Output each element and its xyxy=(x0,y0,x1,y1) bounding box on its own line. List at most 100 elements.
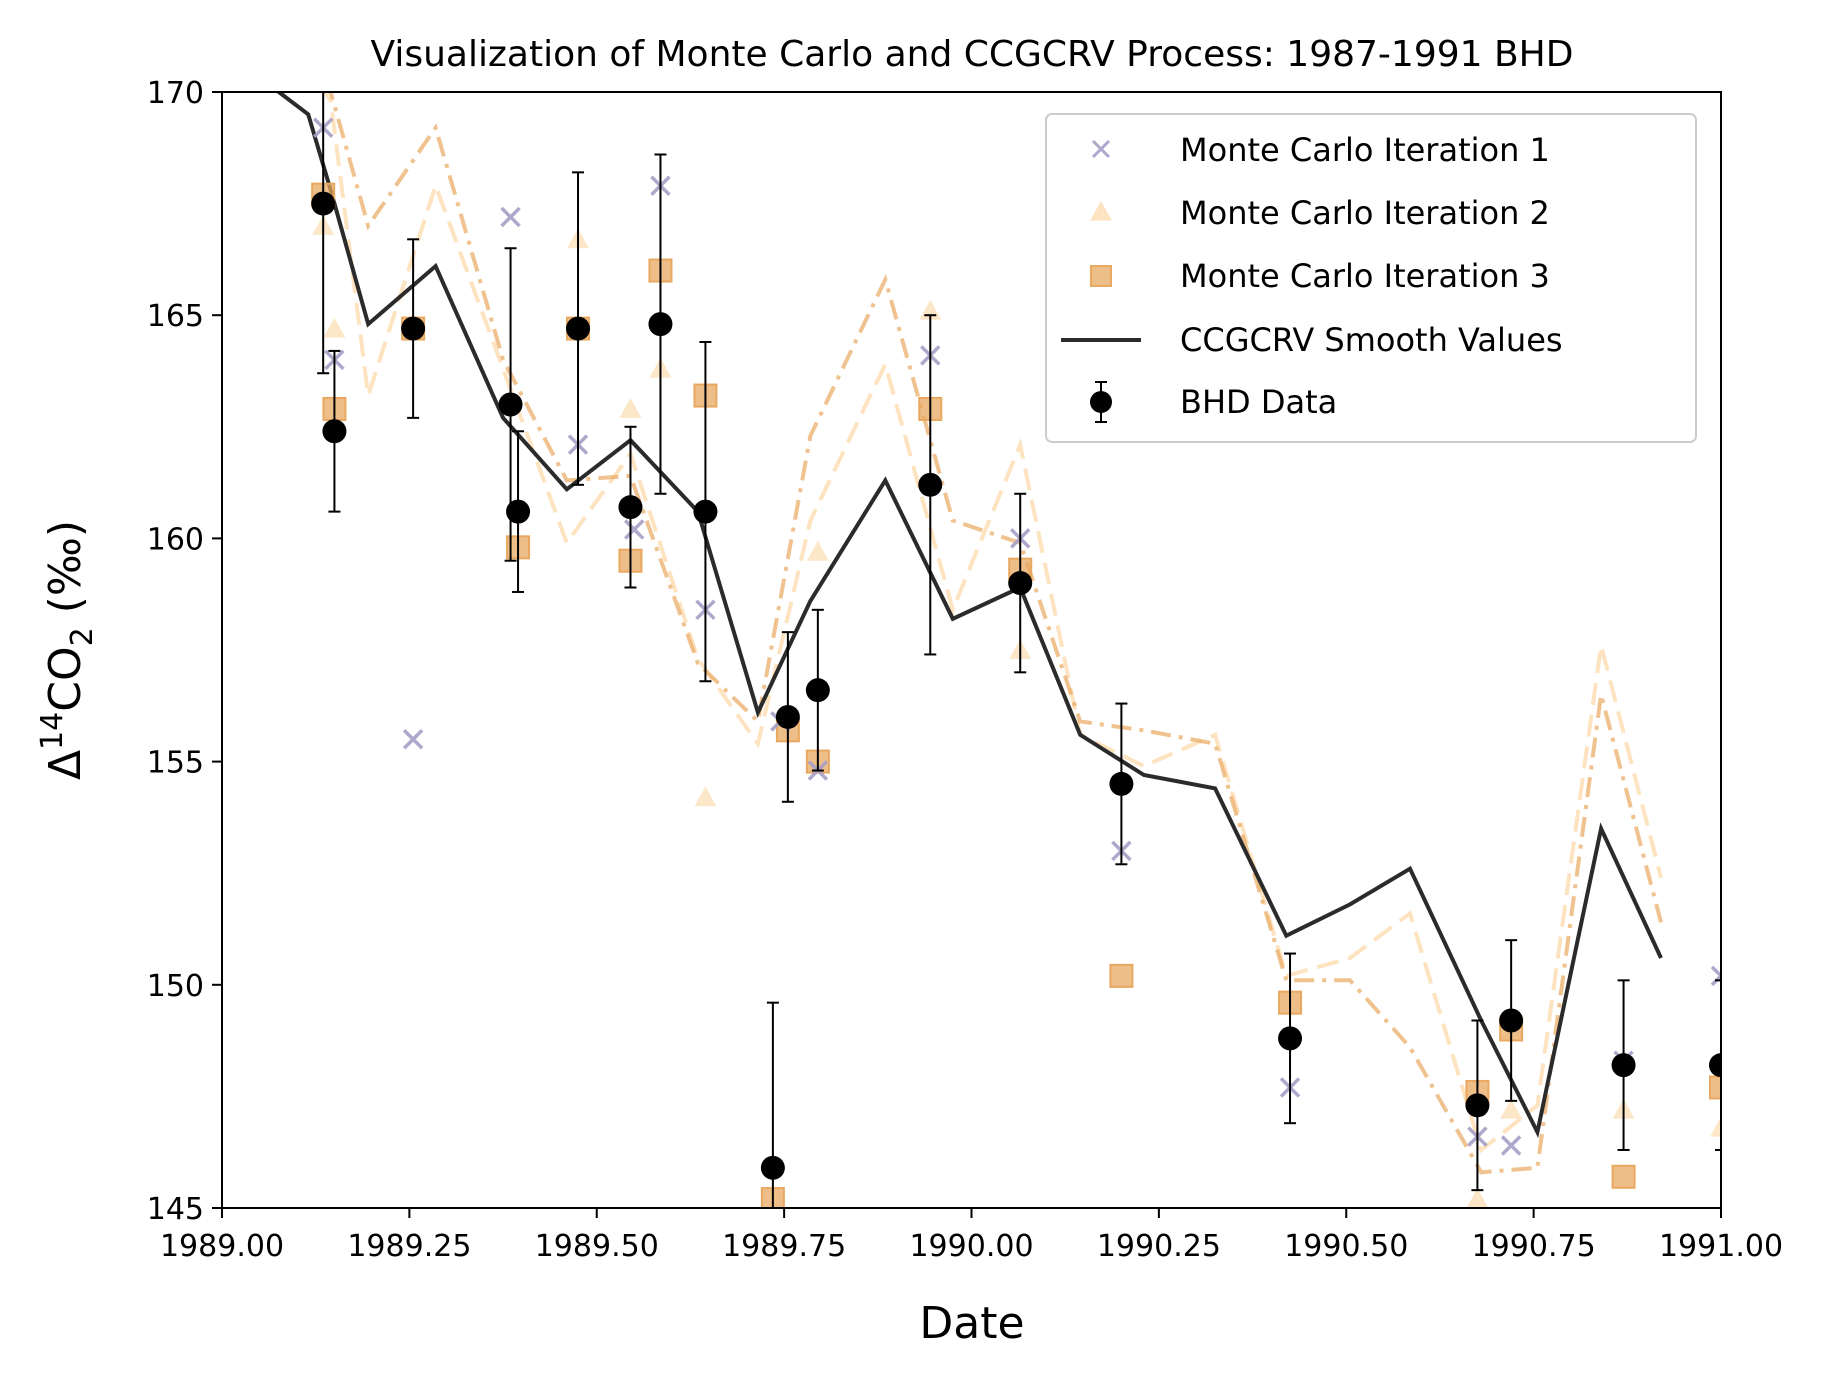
bhd-marker xyxy=(805,678,830,703)
mc1-x-point xyxy=(402,729,424,750)
mc1-x-stroke xyxy=(1500,1135,1522,1156)
legend-item-mc1: Monte Carlo Iteration 1 xyxy=(1091,131,1550,169)
bhd-data-point xyxy=(1709,979,1721,1151)
y-tick-label: 155 xyxy=(147,746,204,781)
plot-area xyxy=(275,92,1721,1208)
bhd-marker xyxy=(1278,1026,1303,1051)
bhd-data-point xyxy=(1499,939,1524,1102)
bhd-data-point xyxy=(918,314,943,656)
bhd-data-point xyxy=(618,425,643,589)
bhd-data-point xyxy=(775,631,800,803)
bhd-marker xyxy=(1709,1053,1721,1078)
bhd-marker xyxy=(506,499,531,524)
bhd-marker xyxy=(618,495,643,520)
legend-item-bhd: BHD Data xyxy=(1090,381,1337,423)
y-axis-label: Δ14CO2 (‰) xyxy=(35,520,100,780)
bhd-data-point xyxy=(1008,492,1033,674)
bhd-data-point xyxy=(1109,702,1134,866)
bhd-data-point xyxy=(506,430,531,593)
mc1-x-point xyxy=(623,519,645,540)
bhd-marker xyxy=(1499,1008,1524,1033)
mc1-x-stroke xyxy=(623,519,645,540)
mc1-x-point xyxy=(1500,1135,1522,1156)
legend-label-bhd: BHD Data xyxy=(1180,383,1337,421)
mc3-smooth-line xyxy=(328,92,1663,1175)
legend: Monte Carlo Iteration 1 Monte Carlo Iter… xyxy=(1045,113,1697,443)
bhd-data-point xyxy=(693,340,718,683)
x-tick-label: 1990.25 xyxy=(1097,1229,1221,1264)
x-axis-label: Date xyxy=(919,1298,1024,1349)
bhd-marker xyxy=(760,1155,785,1180)
mc2-triangle-point xyxy=(323,317,346,338)
bhd-data-point xyxy=(760,1001,785,1208)
bhd-data-point xyxy=(566,171,591,486)
x-tick-label: 1991.00 xyxy=(1659,1229,1783,1264)
legend-item-ccgcrv: CCGCRV Smooth Values xyxy=(1061,321,1563,359)
bhd-marker xyxy=(322,419,347,444)
mc2-triangle-point xyxy=(1710,1116,1721,1137)
chart-title: Visualization of Monte Carlo and CCGCRV … xyxy=(371,34,1574,75)
bhd-marker xyxy=(401,316,426,341)
mc3-square-point xyxy=(1709,1075,1721,1100)
x-tick-label: 1989.50 xyxy=(535,1229,659,1264)
x-marker-icon xyxy=(1091,139,1111,159)
legend-label-mc1: Monte Carlo Iteration 1 xyxy=(1180,131,1550,169)
ccgcrv-smooth-line xyxy=(275,92,1663,1139)
mc1-x-point xyxy=(1710,965,1721,987)
y-tick-label: 170 xyxy=(147,76,204,111)
bhd-data-point xyxy=(401,238,426,419)
mc2-triangle-point xyxy=(806,540,829,561)
x-tick-label: 1990.50 xyxy=(1284,1229,1408,1264)
legend-label-ccgcrv: CCGCRV Smooth Values xyxy=(1180,321,1563,359)
legend-box xyxy=(1045,113,1697,443)
mc1-x-stroke xyxy=(500,206,521,228)
bhd-data-point xyxy=(805,608,830,772)
mc3-square-point xyxy=(1611,1164,1636,1189)
legend-label-mc3: Monte Carlo Iteration 3 xyxy=(1180,257,1550,295)
y-axis: 145 150 155 160 165 170 xyxy=(147,76,222,1227)
bhd-marker xyxy=(1008,571,1033,596)
legend-item-mc2: Monte Carlo Iteration 2 xyxy=(1090,194,1550,232)
y-tick-label: 145 xyxy=(147,1192,204,1227)
bhd-data-point xyxy=(1611,979,1636,1151)
bhd-data-points xyxy=(311,92,1721,1208)
triangle-marker-icon xyxy=(1090,200,1112,221)
mc2-triangle-point xyxy=(694,786,717,807)
bhd-marker xyxy=(775,704,800,729)
bhd-data-point xyxy=(1465,1019,1490,1192)
bhd-data-point xyxy=(648,153,673,495)
legend-item-mc3: Monte Carlo Iteration 3 xyxy=(1090,257,1550,295)
bhd-marker xyxy=(648,312,673,337)
mc1-x-stroke xyxy=(1710,965,1721,979)
bhd-data-point xyxy=(322,349,347,513)
bhd-data-point xyxy=(1278,952,1303,1125)
ccgcrv-line-layer xyxy=(275,92,1663,1139)
mc1-x-point xyxy=(500,206,521,228)
mc1-x-stroke xyxy=(402,729,424,750)
errorbar-marker-icon xyxy=(1090,381,1112,423)
bhd-marker xyxy=(566,316,591,341)
mc1-x-stroke xyxy=(1710,973,1721,987)
mc2-triangle-point xyxy=(619,397,642,418)
x-tick-label: 1989.25 xyxy=(347,1229,471,1264)
y-tick-label: 160 xyxy=(147,522,204,557)
x-tick-label: 1989.00 xyxy=(160,1229,284,1264)
bhd-marker xyxy=(1109,771,1134,796)
mc2-triangle-point xyxy=(1466,1188,1489,1208)
x-tick-label: 1990.75 xyxy=(1472,1229,1596,1264)
x-tick-label: 1990.00 xyxy=(909,1229,1033,1264)
bhd-data-point xyxy=(311,92,336,375)
y-tick-label: 150 xyxy=(147,969,204,1004)
x-axis: 1989.00 1989.25 1989.50 1989.75 1990.00 1990.… xyxy=(160,1208,1783,1264)
x-tick-label: 1989.75 xyxy=(722,1229,846,1264)
bhd-marker xyxy=(693,499,718,524)
bhd-marker xyxy=(1611,1053,1636,1078)
bhd-marker xyxy=(918,472,943,497)
y-tick-label: 165 xyxy=(147,299,204,334)
bhd-marker xyxy=(311,191,336,216)
bhd-marker xyxy=(1465,1093,1490,1118)
mc3-square-point xyxy=(1109,963,1134,988)
mc2-triangle-point xyxy=(1500,1098,1523,1119)
bhd-marker xyxy=(498,392,523,417)
